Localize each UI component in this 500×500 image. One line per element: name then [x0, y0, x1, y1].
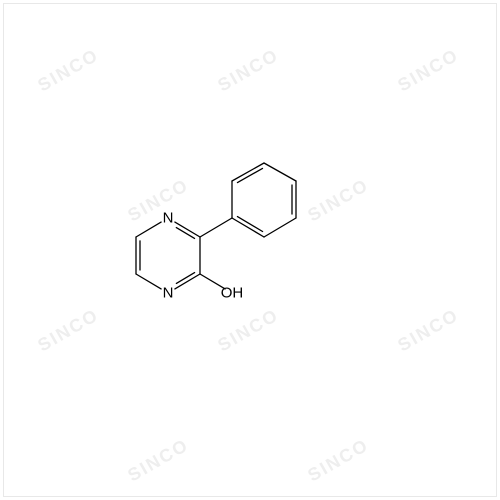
molecule-diagram	[0, 0, 500, 500]
atom-label-n: N	[163, 210, 174, 227]
atom-label-n: N	[163, 285, 174, 302]
atom-label-oh: OH	[221, 285, 244, 302]
